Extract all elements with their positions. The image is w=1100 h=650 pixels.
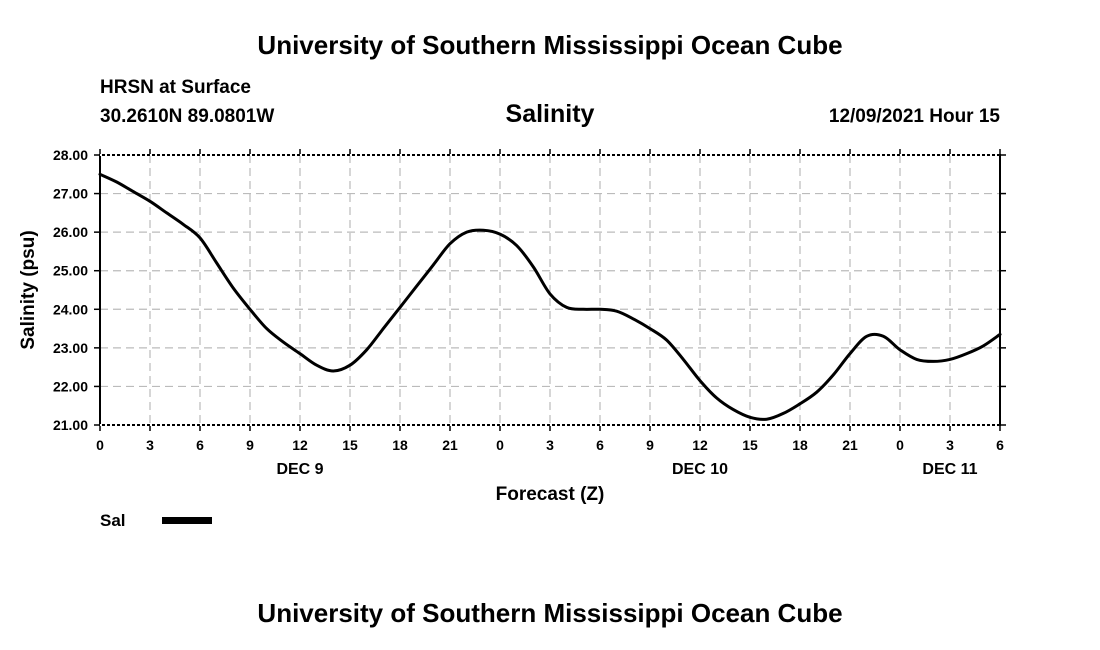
y-tick-label: 26.00 [53, 224, 88, 240]
day-labels: DEC 9 DEC 10 DEC 11 [276, 461, 977, 478]
x-tick-label: 3 [146, 437, 154, 453]
day-label: DEC 11 [922, 461, 977, 478]
x-axis-label: Forecast (Z) [496, 484, 605, 505]
x-tick-label: 3 [546, 437, 554, 453]
gridlines [100, 155, 1000, 425]
salinity-chart: 21.00 22.00 23.00 24.00 25.00 26.00 27.00 28.00… [18, 147, 1006, 530]
x-tick-label: 18 [792, 437, 808, 453]
y-axis-label: Salinity (psu) [18, 230, 39, 349]
chart-title: Salinity [505, 100, 595, 128]
y-tick-label: 24.00 [53, 301, 88, 317]
x-tick-label: 3 [946, 437, 954, 453]
forecast-datetime: 12/09/2021 Hour 15 [828, 106, 1000, 127]
day-label: DEC 9 [276, 461, 323, 478]
x-tick-label: 6 [596, 437, 604, 453]
y-tick-label: 28.00 [53, 147, 88, 163]
x-tick-label: 0 [496, 437, 504, 453]
day-label: DEC 10 [672, 461, 728, 478]
x-tick-labels: 0 3 6 9 12 15 18 21 0 3 6 9 12 15 18 21 0 3 6 [96, 437, 1004, 453]
footer-title: University of Southern Mississippi Ocean… [257, 598, 843, 628]
y-tick-label: 22.00 [53, 378, 88, 394]
y-tick-label: 21.00 [53, 417, 88, 433]
y-tick-label: 25.00 [53, 263, 88, 279]
series-line-sal [98, 172, 1002, 421]
y-tick-label: 23.00 [53, 340, 88, 356]
legend-swatch-sal [162, 517, 212, 524]
app-title: University of Southern Mississippi Ocean… [257, 30, 843, 60]
x-tick-label: 12 [292, 437, 308, 453]
x-tick-label: 9 [646, 437, 654, 453]
x-tick-label: 21 [842, 437, 858, 453]
station-label: HRSN at Surface [100, 77, 251, 98]
x-tick-label: 0 [896, 437, 904, 453]
x-tick-label: 21 [442, 437, 458, 453]
station-coordinates: 30.2610N 89.0801W [100, 106, 275, 127]
x-tick-label: 6 [996, 437, 1004, 453]
x-tick-label: 15 [742, 437, 758, 453]
x-tick-label: 6 [196, 437, 204, 453]
x-tick-label: 9 [246, 437, 254, 453]
y-tick-labels: 21.00 22.00 23.00 24.00 25.00 26.00 27.00 28.00 [53, 147, 88, 433]
x-tick-label: 15 [342, 437, 358, 453]
y-tick-label: 27.00 [53, 186, 88, 202]
x-tick-label: 0 [96, 437, 104, 453]
legend-label-sal: Sal [100, 511, 126, 530]
x-tick-label: 18 [392, 437, 408, 453]
x-tick-label: 12 [692, 437, 708, 453]
